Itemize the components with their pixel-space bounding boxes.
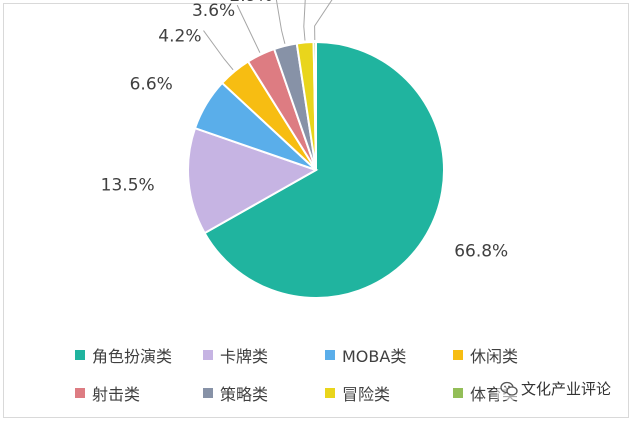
legend-item-6: 冒险类	[325, 381, 453, 405]
leader-line	[236, 4, 261, 53]
watermark: 文化产业评论	[497, 377, 615, 400]
legend-label: 策略类	[220, 385, 269, 404]
legend-label: 角色扮演类	[92, 347, 173, 366]
leader-line	[275, 0, 286, 44]
leader-line	[203, 30, 234, 71]
legend-label: 休闲类	[470, 347, 519, 366]
wechat-icon	[500, 381, 518, 396]
legend-label: 卡牌类	[220, 347, 269, 366]
legend-swatch	[75, 388, 85, 398]
data-labels: 66.8%13.5%6.6%4.2%3.6%2.9%2.1%0.3%	[101, 0, 509, 262]
pie-slice	[187, 126, 319, 235]
legend-label: 射击类	[92, 385, 141, 404]
legend-item-2: MOBA类	[325, 343, 453, 367]
legend-swatch	[453, 350, 463, 360]
legend-item-3: 休闲类	[453, 343, 573, 367]
legend-swatch	[453, 388, 463, 398]
legend-swatch	[203, 388, 213, 398]
watermark-text: 文化产业评论	[521, 380, 612, 398]
data-label: 6.6%	[130, 75, 173, 95]
legend-label: MOBA类	[342, 347, 407, 366]
legend-label: 冒险类	[342, 385, 391, 404]
data-label: 4.2%	[158, 27, 201, 47]
legend-swatch	[203, 350, 213, 360]
data-label: 3.6%	[192, 1, 235, 21]
pie-slice	[312, 40, 317, 171]
data-label: 2.9%	[229, 0, 272, 6]
legend-item-1: 卡牌类	[203, 343, 325, 367]
leader-lines	[203, 0, 333, 71]
legend-swatch	[325, 388, 335, 398]
data-label: 66.8%	[454, 242, 508, 262]
data-label: 13.5%	[101, 176, 155, 196]
leader-line	[314, 0, 333, 41]
legend-item-0: 角色扮演类	[75, 343, 203, 367]
leader-line	[303, 0, 306, 41]
legend-item-5: 策略类	[203, 381, 325, 405]
legend-item-4: 射击类	[75, 381, 203, 405]
legend-swatch	[325, 350, 335, 360]
pie-slice	[203, 40, 445, 299]
pie-slices	[187, 40, 445, 299]
legend-swatch	[75, 350, 85, 360]
